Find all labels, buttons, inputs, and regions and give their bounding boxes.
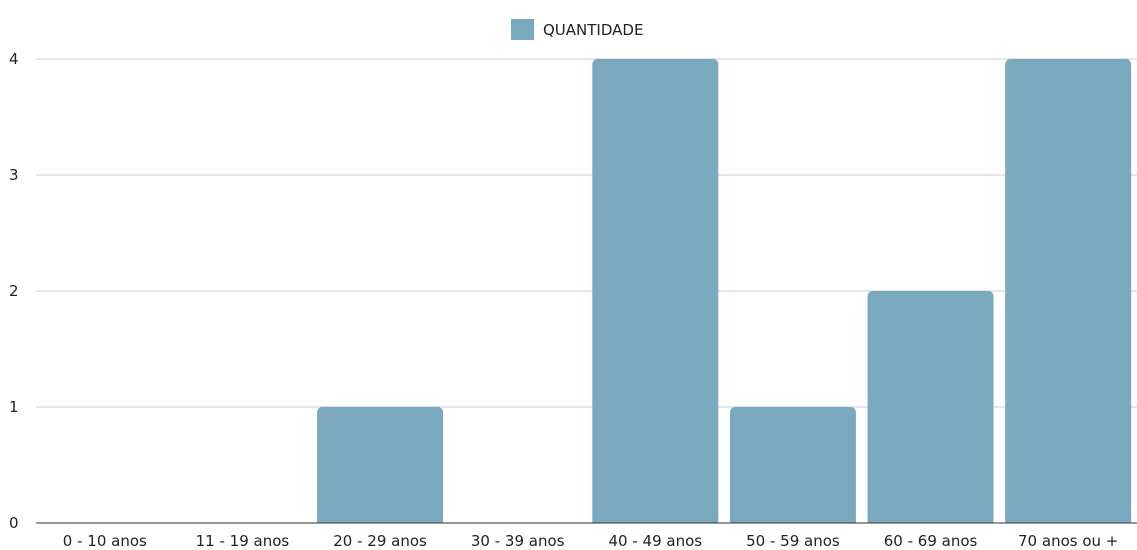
x-tick-label: 11 - 19 anos [196,532,290,550]
axes: 0 1 2 3 4 0 - 10 anos 11 - 19 anos 20 - 29 anos… [9,50,1137,550]
y-tick-label: 1 [9,398,19,416]
legend: QUANTIDADE [511,19,643,40]
x-tick-label: 0 - 10 anos [63,532,147,550]
legend-swatch-quantidade [511,19,534,40]
x-tick-label: 60 - 69 anos [884,532,978,550]
bar-4[interactable] [592,59,719,523]
legend-label-quantidade: QUANTIDADE [543,21,643,39]
bar-2[interactable] [317,407,444,523]
y-tick-label: 4 [9,50,19,68]
bar-6[interactable] [867,291,994,523]
x-tick-label: 30 - 39 anos [471,532,565,550]
x-tick-label: 70 anos ou + [1018,532,1118,550]
bar-5[interactable] [729,407,856,523]
bars [317,59,1132,523]
x-tick-label: 40 - 49 anos [609,532,703,550]
y-tick-label: 3 [9,166,19,184]
y-tick-label: 0 [9,514,19,532]
y-tick-label: 2 [9,282,19,300]
x-tick-label: 50 - 59 anos [746,532,840,550]
bar-7[interactable] [1005,59,1132,523]
x-tick-label: 20 - 29 anos [333,532,427,550]
